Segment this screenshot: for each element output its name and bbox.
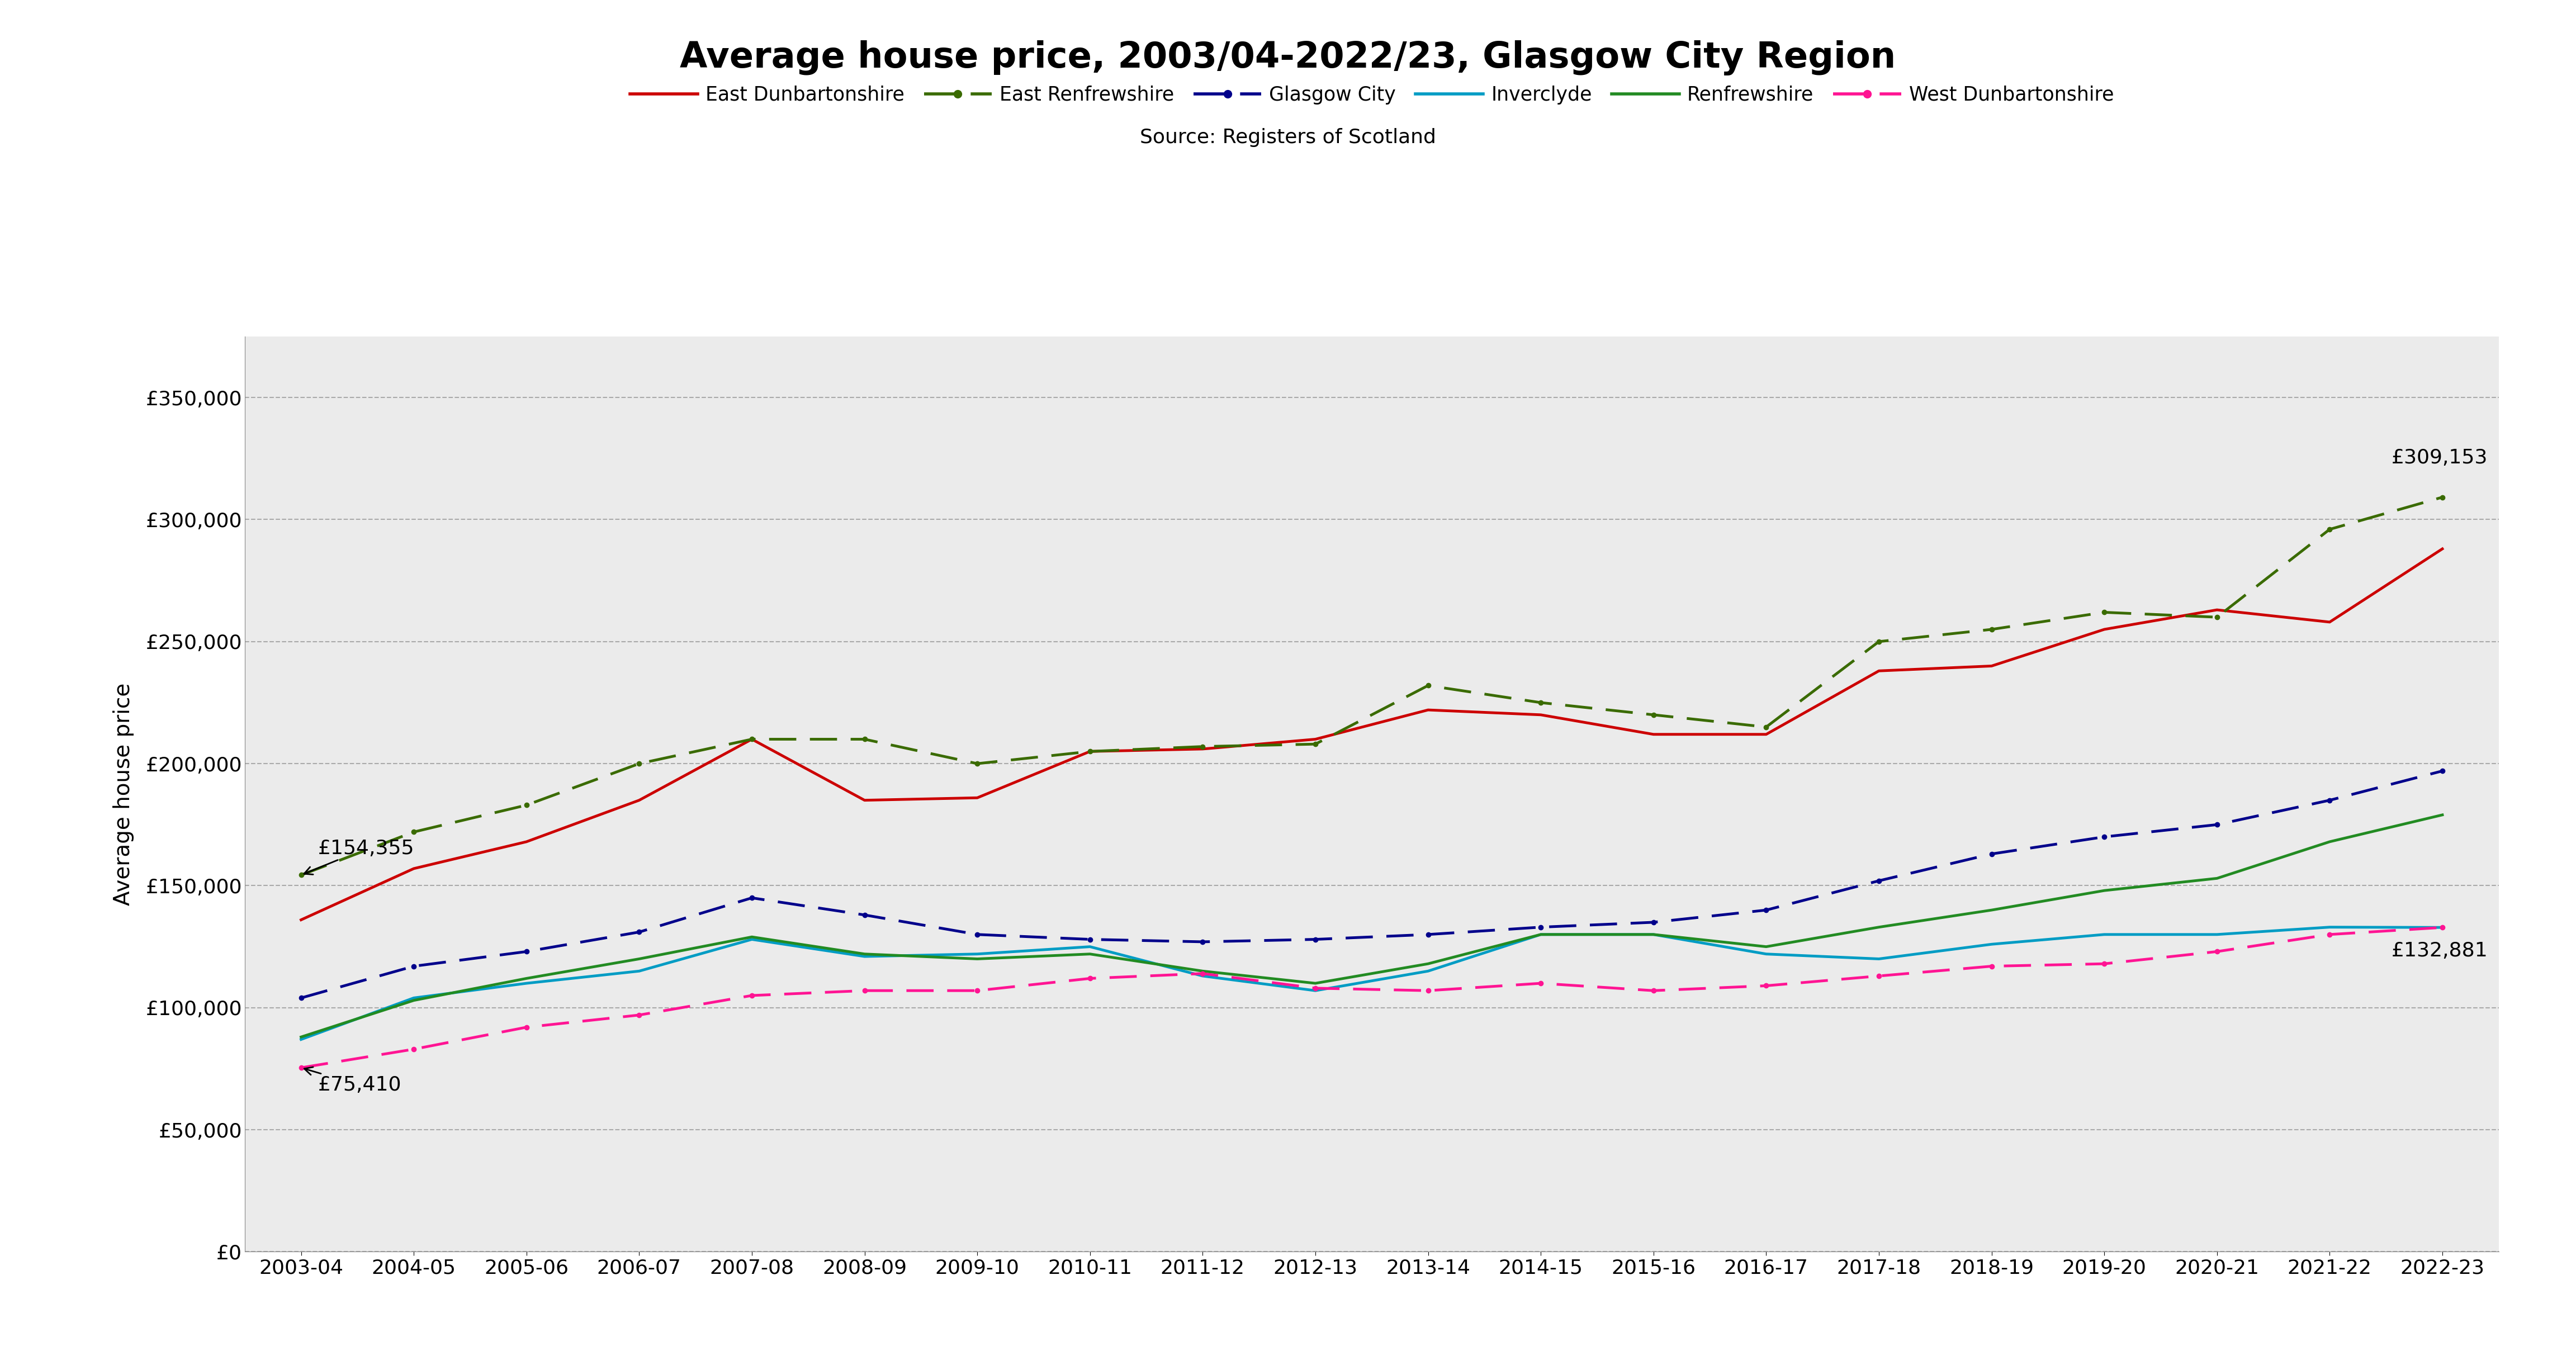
Text: £132,881: £132,881 [2391,941,2488,960]
Legend: East Dunbartonshire, East Renfrewshire, Glasgow City, Inverclyde, Renfrewshire, : East Dunbartonshire, East Renfrewshire, … [629,85,2115,105]
Text: £75,410: £75,410 [304,1067,402,1094]
Y-axis label: Average house price: Average house price [113,682,134,906]
Text: £309,153: £309,153 [2391,448,2488,467]
Text: Average house price, 2003/04-2022/23, Glasgow City Region: Average house price, 2003/04-2022/23, Gl… [680,40,1896,75]
Text: Source: Registers of Scotland: Source: Registers of Scotland [1141,128,1435,147]
Text: £154,355: £154,355 [304,839,415,875]
